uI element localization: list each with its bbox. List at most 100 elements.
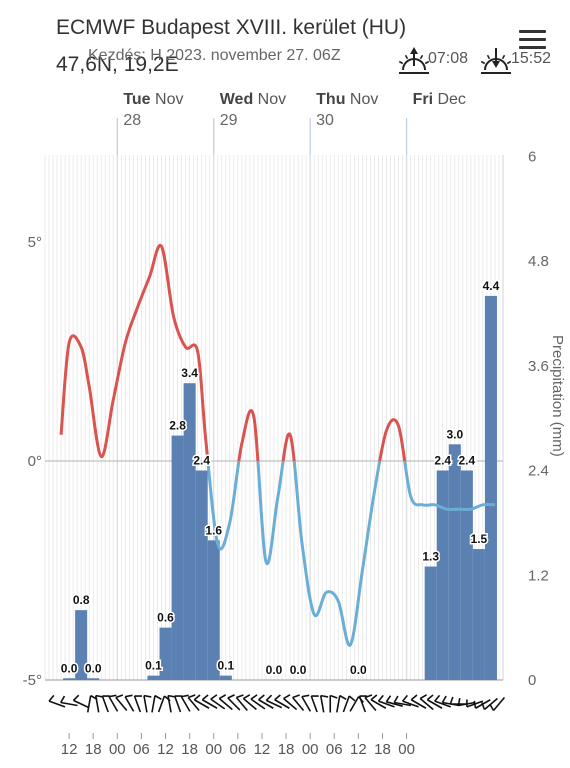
hour-label: 06 bbox=[229, 741, 246, 758]
wind-shaft bbox=[426, 699, 443, 709]
wind-shaft bbox=[364, 696, 377, 712]
wind-barb bbox=[319, 694, 329, 713]
wind-shaft bbox=[419, 697, 434, 711]
wind-feather bbox=[489, 703, 495, 711]
wind-shaft bbox=[201, 699, 218, 709]
location-coordinates: 47,6N, 19,2E bbox=[56, 53, 179, 76]
sun-ray bbox=[486, 54, 491, 60]
wind-feather bbox=[236, 694, 244, 699]
menu-bar bbox=[519, 46, 546, 49]
precipitation-bar bbox=[159, 627, 172, 680]
sun-ray bbox=[398, 60, 404, 65]
hour-label: 12 bbox=[61, 741, 78, 758]
wind-shaft bbox=[86, 695, 92, 713]
precipitation-value-label: 2.8 bbox=[169, 419, 186, 433]
sunset-icon bbox=[480, 48, 512, 74]
wind-barb bbox=[329, 694, 338, 713]
wind-shaft bbox=[258, 699, 274, 709]
sunrise-icon bbox=[398, 47, 430, 74]
wind-feather bbox=[385, 695, 392, 703]
temperature-axis-tick: -5° bbox=[23, 672, 42, 689]
wind-barb bbox=[108, 694, 119, 712]
day-label: Tue Nov bbox=[123, 91, 183, 108]
wind-shaft bbox=[173, 695, 182, 713]
wind-shaft bbox=[434, 700, 451, 708]
wind-barb bbox=[133, 695, 142, 713]
precipitation-value-label: 0.1 bbox=[145, 659, 162, 673]
wind-barb bbox=[370, 694, 387, 709]
wind-barb bbox=[274, 694, 290, 709]
wind-feather bbox=[329, 694, 338, 699]
wind-barb bbox=[218, 694, 233, 711]
precipitation-bar bbox=[484, 295, 497, 680]
wind-shaft bbox=[301, 696, 312, 712]
month-name: Dec bbox=[433, 91, 466, 108]
hour-label: 12 bbox=[254, 741, 271, 758]
temperature-line-below-zero bbox=[206, 461, 496, 647]
wind-shaft bbox=[167, 695, 172, 713]
temperature-axis-tick: 0° bbox=[28, 453, 42, 470]
precipitation-bar bbox=[87, 678, 100, 680]
wind-feather bbox=[227, 694, 235, 699]
wind-barb bbox=[60, 695, 78, 707]
precipitation-bar bbox=[147, 675, 160, 680]
wind-shaft bbox=[265, 699, 283, 709]
wind-shaft bbox=[250, 698, 266, 710]
wind-barb bbox=[489, 696, 506, 712]
date-label: 28 bbox=[123, 112, 141, 129]
wind-barb bbox=[292, 694, 305, 712]
wind-feather bbox=[210, 694, 218, 700]
wind-feather bbox=[124, 694, 133, 698]
wind-barb bbox=[193, 694, 210, 709]
wind-barb bbox=[336, 694, 347, 713]
hour-label: 12 bbox=[350, 741, 367, 758]
wind-shaft bbox=[94, 695, 100, 713]
precipitation-bar bbox=[424, 566, 437, 680]
wind-shaft bbox=[210, 698, 226, 710]
wind-barb bbox=[180, 694, 191, 712]
wind-shaft bbox=[342, 695, 350, 713]
wind-feather bbox=[187, 694, 196, 699]
day-label: Thu Nov bbox=[316, 91, 378, 108]
hour-label: 12 bbox=[157, 741, 174, 758]
wind-feather bbox=[154, 694, 162, 701]
wind-feather bbox=[48, 694, 55, 702]
precipitation-bar bbox=[63, 678, 76, 680]
precipitation-value-label: 1.5 bbox=[471, 532, 488, 546]
wind-feather bbox=[250, 694, 258, 700]
arrow-head bbox=[492, 61, 500, 68]
wind-barb bbox=[115, 694, 128, 712]
wind-shaft bbox=[133, 695, 142, 713]
wind-feather bbox=[292, 694, 300, 699]
precipitation-bar bbox=[183, 383, 196, 680]
precipitation-axis-tick: 1.2 bbox=[528, 567, 549, 584]
precipitation-axis-tick: 4.8 bbox=[528, 253, 549, 270]
precipitation-bar bbox=[448, 444, 461, 680]
precipitation-bar bbox=[207, 540, 220, 680]
wind-feather bbox=[441, 695, 447, 703]
wind-shaft bbox=[483, 697, 498, 711]
hamburger-menu-button[interactable] bbox=[519, 30, 546, 54]
arrow-head bbox=[410, 47, 418, 54]
wind-barb bbox=[201, 694, 218, 709]
wind-barb bbox=[250, 694, 266, 710]
wind-feather bbox=[473, 700, 477, 709]
wind-feather bbox=[72, 694, 80, 701]
precipitation-axis-tick: 6 bbox=[528, 148, 536, 165]
wind-feather bbox=[419, 694, 428, 700]
sun-ray bbox=[480, 60, 486, 65]
wind-feather bbox=[115, 694, 124, 699]
date-label: 30 bbox=[316, 112, 334, 129]
month-name: Nov bbox=[345, 91, 378, 108]
menu-bar bbox=[519, 38, 546, 41]
wind-feather bbox=[457, 698, 461, 706]
wind-shaft bbox=[193, 699, 210, 709]
wind-barb bbox=[434, 694, 451, 708]
precipitation-value-label: 0.0 bbox=[61, 661, 78, 675]
wind-barb bbox=[210, 694, 226, 710]
wind-shaft bbox=[402, 700, 419, 708]
wind-barb bbox=[94, 694, 104, 713]
wind-feather bbox=[410, 694, 418, 701]
hour-label: 00 bbox=[109, 741, 126, 758]
forecast-start-label: Kezdés: H 2023. november 27. 06Z bbox=[88, 47, 341, 64]
